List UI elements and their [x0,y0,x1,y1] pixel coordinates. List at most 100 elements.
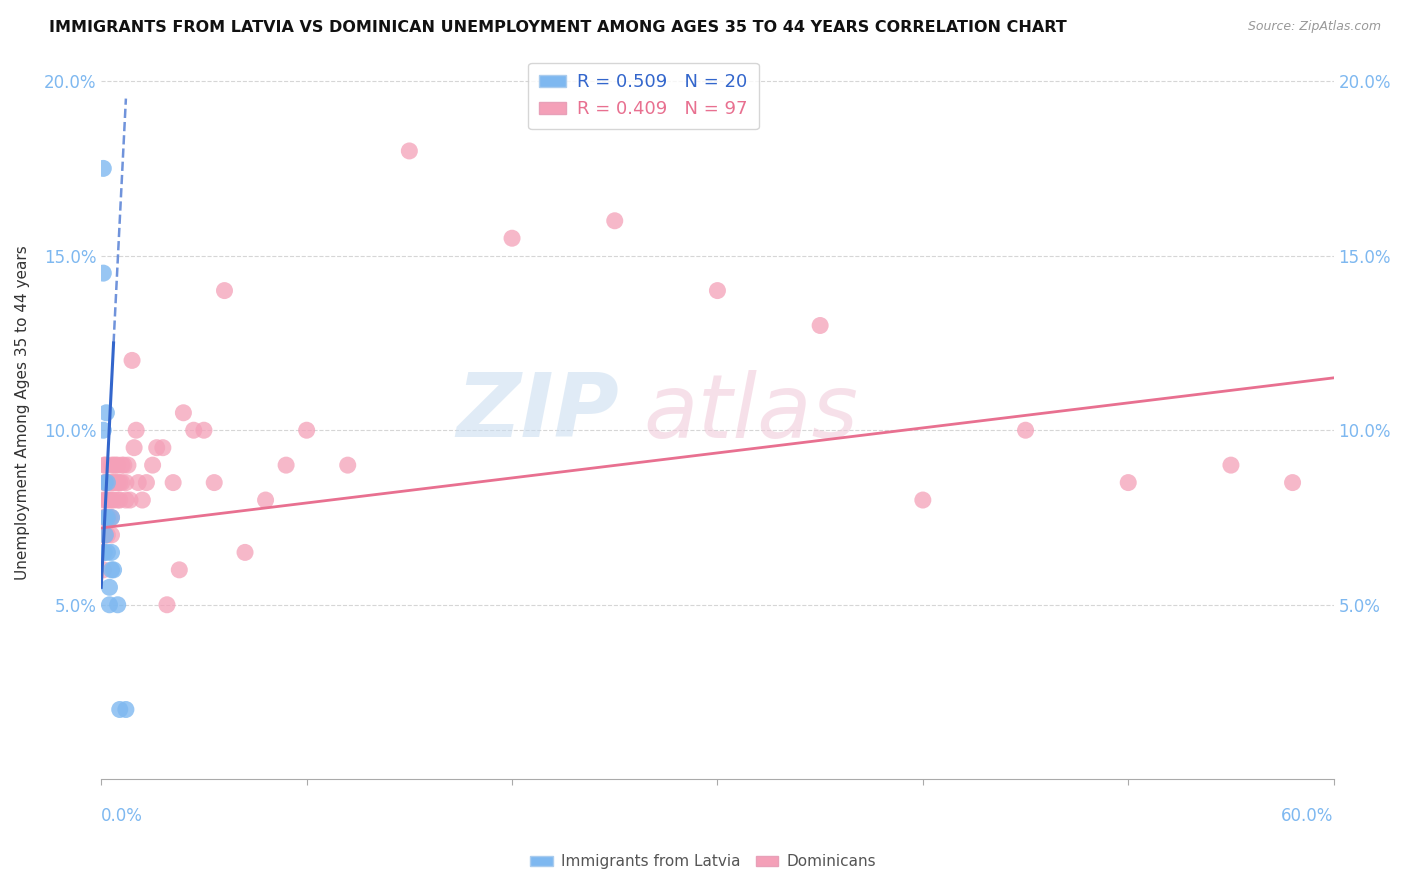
Point [104,475,127,490]
Point [274,458,297,472]
Point [100,563,122,577]
Point [108,475,131,490]
Point [93,545,115,559]
Point [202,475,225,490]
Point [96,510,118,524]
Point [98,493,121,508]
Point [91,423,114,437]
Point [142,458,165,472]
Point [91,563,114,577]
Point [233,545,256,559]
Point [501,231,523,245]
Point [91,161,114,176]
Point [91,266,114,280]
Point [122,441,145,455]
Point [1014,423,1036,437]
Point [91,528,114,542]
Point [131,493,153,508]
Point [91,493,114,508]
Point [115,702,138,716]
Point [103,475,125,490]
Legend: Immigrants from Latvia, Dominicans: Immigrants from Latvia, Dominicans [524,848,882,875]
Point [94,493,117,508]
Point [603,213,626,227]
Point [152,441,174,455]
Text: atlas: atlas [644,370,859,456]
Point [94,475,117,490]
Point [107,493,129,508]
Point [193,423,215,437]
Point [145,441,167,455]
Point [96,406,118,420]
Point [107,475,129,490]
Point [127,475,149,490]
Point [98,510,121,524]
Point [94,510,117,524]
Point [108,702,131,716]
Point [96,475,118,490]
Point [172,406,194,420]
Point [706,284,728,298]
Point [96,475,118,490]
Point [94,510,117,524]
Point [117,458,139,472]
Text: 0.0%: 0.0% [101,807,143,825]
Point [1116,475,1139,490]
Point [118,493,141,508]
Point [156,598,179,612]
Point [104,458,127,472]
Point [96,528,118,542]
Text: Source: ZipAtlas.com: Source: ZipAtlas.com [1247,20,1381,33]
Point [115,475,138,490]
Point [1281,475,1303,490]
Point [121,353,143,368]
Point [94,528,117,542]
Point [98,475,121,490]
Point [103,458,125,472]
Point [1219,458,1241,472]
Point [103,493,125,508]
Point [162,475,184,490]
Point [96,545,118,559]
Point [100,510,122,524]
Point [93,458,115,472]
Point [98,598,121,612]
Text: IMMIGRANTS FROM LATVIA VS DOMINICAN UNEMPLOYMENT AMONG AGES 35 TO 44 YEARS CORRE: IMMIGRANTS FROM LATVIA VS DOMINICAN UNEM… [49,20,1067,35]
Point [911,493,934,508]
Text: ZIP: ZIP [456,369,619,457]
Point [103,563,125,577]
Point [100,528,122,542]
Point [808,318,831,333]
Point [111,475,134,490]
Point [94,475,117,490]
Point [125,423,148,437]
Text: 60.0%: 60.0% [1281,807,1334,825]
Point [91,545,114,559]
Point [93,475,115,490]
Point [107,458,129,472]
Point [96,493,118,508]
Point [135,475,157,490]
Point [254,493,277,508]
Point [115,493,138,508]
Point [100,458,122,472]
Point [100,545,122,559]
Point [295,423,318,437]
Point [107,598,129,612]
Point [169,563,191,577]
Point [112,458,135,472]
Y-axis label: Unemployment Among Ages 35 to 44 years: Unemployment Among Ages 35 to 44 years [15,245,30,580]
Point [108,493,131,508]
Point [111,458,134,472]
Point [98,580,121,594]
Point [336,458,359,472]
Point [398,144,420,158]
Point [94,528,117,542]
Point [100,510,122,524]
Point [94,458,117,472]
Point [100,475,122,490]
Point [96,510,118,524]
Point [214,284,236,298]
Legend: R = 0.509   N = 20, R = 0.409   N = 97: R = 0.509 N = 20, R = 0.409 N = 97 [529,62,759,129]
Point [91,510,114,524]
